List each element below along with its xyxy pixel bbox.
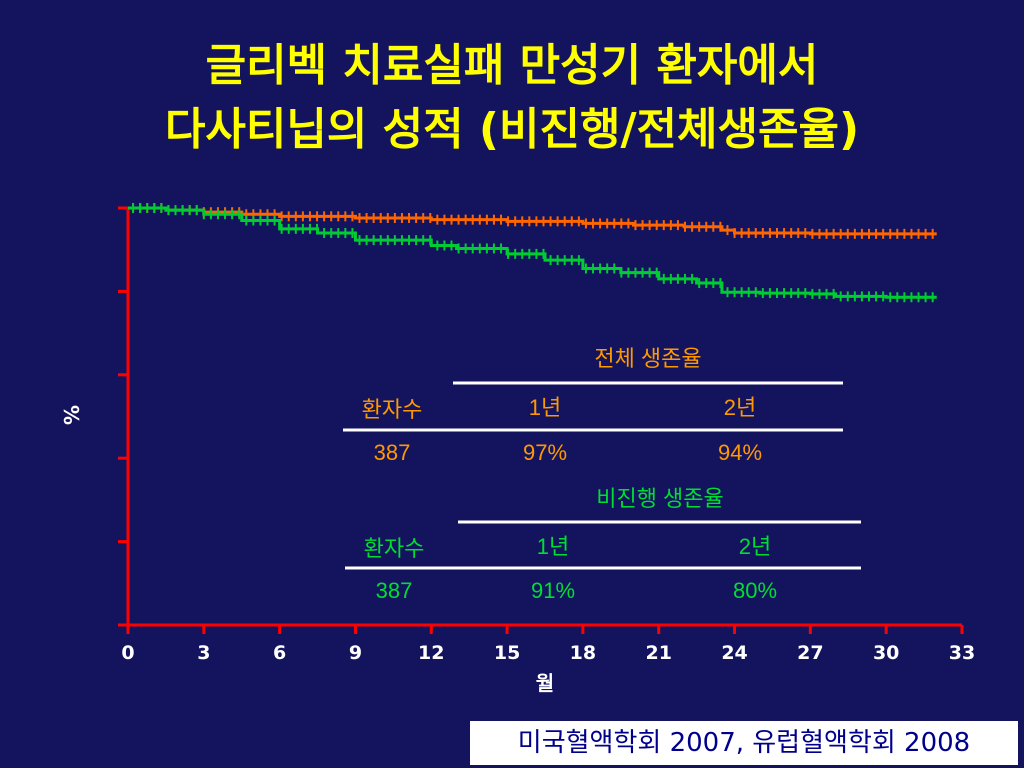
table-patients-value: 387	[374, 440, 411, 465]
x-tick-label: 9	[349, 642, 362, 664]
table-heading: 전체 생존율	[594, 346, 701, 371]
x-tick-label: 24	[721, 642, 747, 664]
table-col-1-year: 1년	[529, 395, 561, 420]
table-value-1-year: 97%	[523, 440, 567, 465]
slide-title-line-2: 다사티닙의 성적 (비진행/전체생존율)	[164, 104, 860, 155]
x-axis-label: 월	[536, 671, 554, 695]
y-axis-label: %	[59, 405, 83, 425]
x-tick-label: 15	[494, 642, 520, 664]
table-value-1-year: 91%	[531, 578, 575, 603]
x-tick-label: 0	[121, 642, 134, 664]
x-tick-label: 12	[418, 642, 444, 664]
x-tick-label: 3	[197, 642, 210, 664]
table-value-2-year: 94%	[718, 440, 762, 465]
table-col-1-year: 1년	[537, 534, 569, 559]
x-tick-label: 33	[949, 642, 975, 664]
table-col-2-year: 2년	[724, 395, 756, 420]
x-tick-label: 18	[570, 642, 596, 664]
table-patients-label: 환자수	[364, 536, 425, 561]
x-tick-label: 21	[646, 642, 672, 664]
slide-title-line-1: 글리벡 치료실패 만성기 환자에서	[205, 40, 819, 91]
x-tick-label: 27	[797, 642, 823, 664]
table-patients-value: 387	[376, 578, 413, 603]
x-tick-label: 6	[273, 642, 286, 664]
table-heading: 비진행 생존율	[596, 486, 724, 511]
table-value-2-year: 80%	[733, 578, 777, 603]
x-tick-label: 30	[873, 642, 899, 664]
source-citation: 미국혈액학회 2007, 유럽혈액학회 2008	[470, 721, 1018, 765]
table-patients-label: 환자수	[362, 397, 423, 422]
table-col-2-year: 2년	[739, 534, 771, 559]
